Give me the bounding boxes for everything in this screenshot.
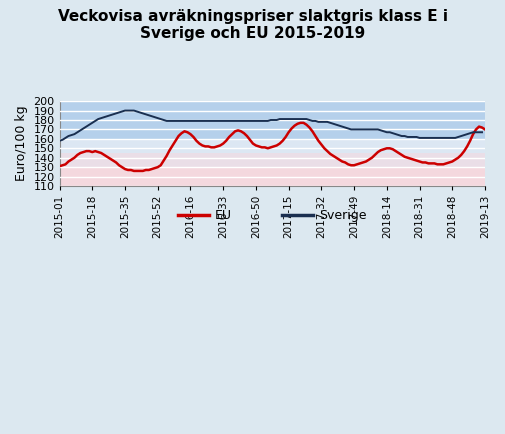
- Y-axis label: Euro/100 kg: Euro/100 kg: [15, 106, 28, 181]
- Bar: [60, 153, 485, 167]
- Bar: [60, 139, 485, 153]
- Text: Veckovisa avräkningspriser slaktgris klass E i
Sverige och EU 2015-2019: Veckovisa avräkningspriser slaktgris kla…: [58, 9, 447, 41]
- Bar: [60, 101, 485, 139]
- Bar: [60, 167, 485, 186]
- Legend: EU, Sverige: EU, Sverige: [173, 204, 372, 227]
